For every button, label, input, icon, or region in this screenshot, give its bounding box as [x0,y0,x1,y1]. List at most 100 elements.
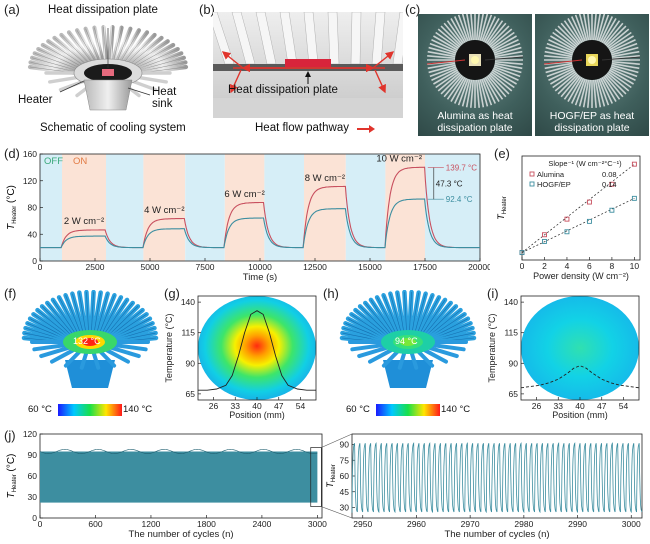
heat-sink-fin [563,20,582,45]
heat-sink-fin [494,50,523,58]
heat-sink-fin [429,42,457,54]
colorbar-h [376,404,440,416]
fin-render [112,343,148,352]
y-tick-label: 90 [186,358,196,368]
heat-sink-fin [554,72,578,92]
heat-sink-fin-edge [132,41,168,66]
plate-hot-core [82,338,98,346]
panel-label-i: (i) [487,286,499,301]
heat-sink-fin [491,35,517,51]
heat-sink-fin [484,18,500,44]
heatsink-photo-right [543,14,641,108]
x-tick-label: 47 [274,401,284,411]
heat-sink-fin [457,78,469,106]
y-tick-label: 140 [181,297,195,307]
fin-render [430,343,466,352]
x-axis-title: Power density (W cm⁻²) [533,271,629,281]
x-tick-label: 8 [610,261,615,271]
wire [426,59,466,65]
fin-edge [99,295,115,333]
heat-sink-fin [605,73,627,95]
x-axis-title-left: The number of cycles (n) [128,529,233,540]
x-tick-label: 2500 [86,262,105,272]
x-tick-label: 33 [231,401,241,411]
heat-sink-fin [482,77,497,104]
heat-sink-fin [428,64,456,74]
heat-sink-fin [554,28,578,48]
heat-sink-fin [465,79,473,108]
scale-max-f: 140 °C [123,404,153,415]
heat-sink-fin [494,60,523,65]
y-tick-label: 120 [23,429,37,439]
heat-sink-fin [435,31,460,50]
heat-sink-fin [587,79,592,108]
heat-sink-fin [487,22,507,46]
fin-edge [41,306,72,336]
surface-temperature-disc [198,296,316,400]
heat-sink-fin [611,55,640,60]
x-axis-title: Position (mm) [229,410,285,420]
heat-sink-fin [433,69,459,85]
off-label: OFF [44,156,63,167]
thermal-sim-alumina [21,290,159,388]
fin-render [79,350,89,370]
y-tick-label: 80 [28,203,38,213]
heat-sink-fin-edge [61,34,90,64]
x-tick-label: 17500 [413,262,437,272]
heat-sink-fin [604,22,624,46]
heat-sink-fin [431,38,458,53]
heat-sink-fin [596,14,606,41]
heat-sink-fin-edge [85,28,100,62]
heat-sink-fin [546,42,574,54]
heat-sink-fin [567,18,583,44]
y-tick-label: 90 [28,450,38,460]
state-band-off [345,154,386,261]
heat-sink-fin-edge [129,37,162,65]
x-tick-label: 33 [554,401,564,411]
heat-sink-fin [446,75,465,100]
delta-label: 47.3 °C [436,179,463,188]
heat-sink-fin [592,79,597,108]
heat-sink-fin [481,78,493,106]
x-axis-title: Time (s) [243,272,277,282]
fin-edge [365,302,392,335]
x-tick-label: 2990 [568,519,587,529]
heat-sink-fin [477,79,485,108]
chart-g-profile-alumina: 26 33 40 47 54 65 90 115 140 Position (mm) Tempera… [164,295,317,420]
fin-render [368,348,393,364]
y-tick-label: 60 [340,471,350,481]
y-tick-label: 65 [186,389,196,399]
heat-sink-fin [545,46,573,56]
colorbar-f [58,404,122,416]
heat-flow-diagram [213,12,403,118]
panel-label-a: (a) [4,2,20,17]
x-tick-label: 0 [520,261,525,271]
state-band-off [40,154,62,261]
y-tick-label: 0 [32,256,37,266]
heat-sink-fin [453,77,468,104]
heat-sink-fin-edge [123,32,148,63]
heat-sink-fin-edge [137,53,182,70]
fin-render [423,348,448,364]
data-point-alumina [586,199,592,205]
heat-sink-fin [611,64,639,74]
heat-sink-fin-edge [94,27,103,62]
fin-edge [37,309,70,337]
heat-sink-fin [429,66,457,78]
heat-sink-fin [607,70,632,89]
heat-sink-fin [350,12,362,65]
cooling-system-schematic [27,24,189,111]
heat-sink-fin [611,50,640,58]
scale-min-h: 60 °C [346,404,370,415]
heat-sink-fin [608,35,634,51]
y-tick-label: 65 [509,389,519,399]
heat-sink-fin [601,76,617,102]
state-band-off [185,154,225,261]
x-tick-label: 26 [209,401,219,411]
heat-sink-fin [433,35,459,51]
y-tick-label: 40 [28,229,38,239]
y-tick-label: 90 [340,440,350,450]
hot-value-f: 132 °C [73,336,101,346]
wire [484,56,524,61]
heat-sink-fin-edge [113,27,122,62]
